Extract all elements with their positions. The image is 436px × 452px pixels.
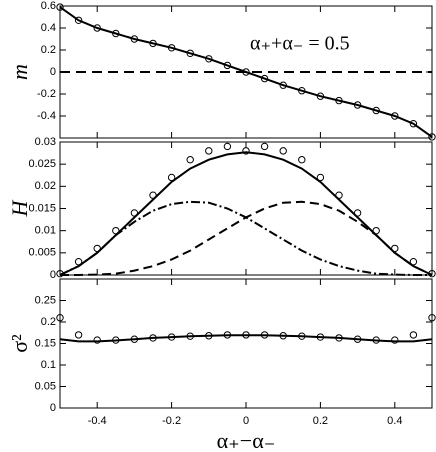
marker — [372, 226, 380, 235]
marker — [74, 331, 83, 339]
marker — [112, 29, 120, 38]
y-tick-label: -0.4 — [37, 110, 56, 122]
marker — [298, 332, 306, 340]
marker — [93, 244, 101, 253]
marker — [409, 258, 418, 266]
marker — [372, 106, 380, 115]
marker — [391, 244, 399, 253]
marker — [205, 55, 213, 63]
y-tick-label: 0.15 — [35, 337, 56, 349]
marker — [298, 156, 306, 164]
marker — [353, 209, 362, 217]
marker — [112, 226, 120, 235]
marker — [353, 101, 362, 109]
marker — [242, 68, 250, 76]
y-tick-label: 0.6 — [41, 0, 56, 12]
x-tick-label: -0.4 — [88, 415, 107, 427]
y-tick-label: 0.03 — [35, 136, 56, 148]
y-tick-label: 0.02 — [35, 180, 56, 192]
marker — [260, 74, 269, 83]
y-axis-label: σ² — [7, 334, 32, 353]
marker — [391, 112, 399, 120]
marker — [223, 331, 232, 339]
marker — [409, 120, 418, 128]
y-tick-label: 0.05 — [35, 380, 56, 392]
marker — [56, 3, 64, 11]
marker — [242, 331, 250, 339]
marker — [149, 39, 157, 48]
x-tick-label: -0.2 — [162, 415, 181, 427]
marker — [93, 24, 101, 32]
marker — [298, 87, 306, 95]
line — [60, 200, 433, 276]
marker — [279, 147, 287, 155]
marker — [372, 336, 380, 344]
marker — [335, 334, 343, 342]
marker — [56, 314, 64, 322]
marker — [316, 92, 325, 100]
marker — [74, 16, 83, 24]
marker — [260, 331, 269, 339]
marker — [409, 331, 418, 339]
y-tick-label: 0.025 — [28, 158, 56, 170]
plot-frame — [59, 141, 433, 276]
marker — [130, 209, 139, 217]
marker — [205, 332, 213, 340]
y-tick-label: -0.2 — [37, 88, 56, 100]
line — [59, 6, 433, 138]
y-tick-label: 0.01 — [35, 225, 56, 237]
marker — [130, 335, 139, 343]
marker — [167, 173, 176, 182]
marker — [279, 332, 287, 340]
y-tick-label: 0.2 — [41, 316, 56, 328]
marker — [167, 333, 176, 341]
marker — [316, 333, 325, 341]
marker — [223, 142, 232, 151]
y-axis-label: m — [7, 64, 32, 80]
marker — [93, 336, 101, 344]
marker — [186, 49, 194, 57]
marker — [242, 147, 250, 155]
marker — [428, 314, 436, 322]
x-tick-label: 0 — [243, 415, 249, 427]
y-tick-label: 0.1 — [41, 359, 56, 371]
line — [59, 200, 432, 276]
y-tick-label: 0.25 — [35, 294, 56, 306]
x-tick-label: 0.4 — [387, 415, 402, 427]
marker — [316, 173, 325, 182]
marker — [186, 156, 194, 164]
marker — [149, 334, 157, 342]
marker — [205, 147, 213, 155]
marker — [223, 61, 232, 70]
line — [59, 151, 433, 276]
y-tick-label: 0 — [50, 402, 56, 414]
y-tick-label: 0.005 — [28, 247, 56, 259]
marker — [353, 335, 362, 343]
marker — [391, 336, 399, 344]
x-tick-label: 0.2 — [313, 415, 328, 427]
marker — [130, 35, 139, 43]
marker — [335, 191, 343, 199]
marker — [260, 142, 269, 151]
marker — [279, 81, 287, 89]
marker — [186, 332, 194, 340]
marker — [428, 133, 436, 141]
x-axis-label: α₊−α₋ — [217, 428, 276, 452]
marker — [112, 336, 120, 344]
y-tick-label: 0.2 — [41, 44, 56, 56]
y-tick-label: 0 — [50, 66, 56, 78]
marker — [149, 191, 157, 199]
y-tick-label: 0.015 — [28, 202, 56, 214]
annotation: α₊+α₋ = 0.5 — [250, 33, 350, 55]
y-axis-label: H — [7, 199, 32, 217]
y-tick-label: 0 — [50, 269, 56, 281]
marker — [167, 44, 176, 52]
line — [59, 334, 433, 343]
y-tick-label: 0.4 — [41, 22, 56, 34]
marker — [335, 96, 343, 105]
